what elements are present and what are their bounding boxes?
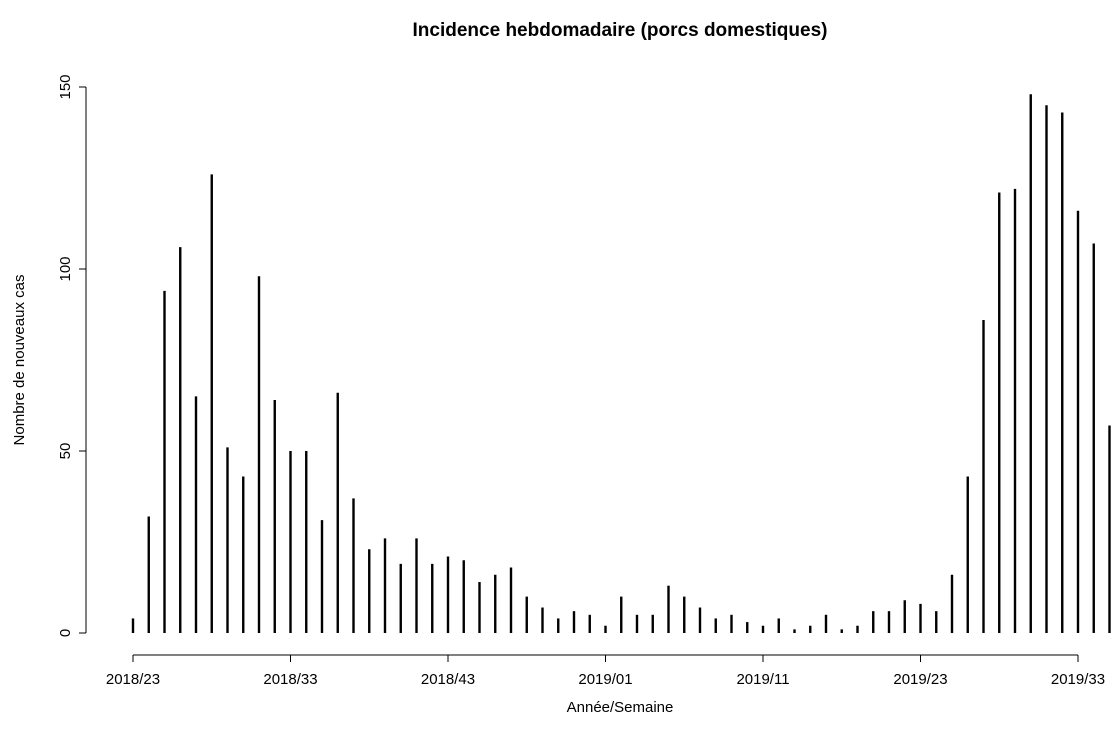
x-tick-label: 2018/33 [263,671,317,688]
y-tick-label: 0 [57,629,74,637]
x-tick-label: 2019/23 [893,671,947,688]
chart-title: Incidence hebdomadaire (porcs domestique… [413,20,828,41]
x-tick-label: 2019/33 [1051,671,1105,688]
x-tick-label: 2019/01 [578,671,632,688]
y-tick-label: 100 [57,256,74,281]
y-axis: 0 50 100 150 [57,74,86,637]
x-tick-label: 2018/23 [106,671,160,688]
y-axis-label: Nombre de nouveaux cas [11,275,28,446]
x-tick-label: 2019/11 [736,671,789,688]
x-tick-label: 2018/43 [421,671,475,688]
bar-series [133,94,1110,633]
y-tick-label: 50 [57,443,74,460]
x-axis: 2018/23 2018/33 2018/43 2019/01 2019/11 2019/… [106,655,1105,688]
x-axis-label: Année/Semaine [567,699,674,716]
y-tick-label: 150 [57,74,74,99]
